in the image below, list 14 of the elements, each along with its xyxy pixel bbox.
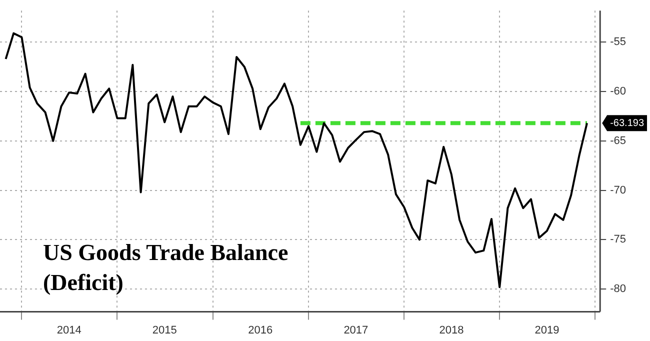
x-tick-label: 2017: [344, 324, 368, 336]
y-tick-label: -75: [610, 234, 626, 246]
x-tick-label: 2015: [152, 324, 177, 336]
annotation: -63.193: [610, 118, 644, 129]
y-tick-label: -80: [610, 283, 626, 296]
y-tick-label: -55: [610, 36, 626, 48]
y-tick-label: -60: [610, 86, 626, 98]
x-tick-label: 2014: [56, 324, 82, 336]
x-tick-label: 2018: [439, 324, 464, 336]
text: US Goods Trade Balance (Deficit): [43, 239, 290, 297]
x-tick-label: 2019: [534, 324, 560, 336]
y-tick-label: -65: [610, 134, 626, 147]
x-tick-label: 2016: [248, 324, 273, 336]
y-tick-label: -70: [610, 184, 626, 196]
